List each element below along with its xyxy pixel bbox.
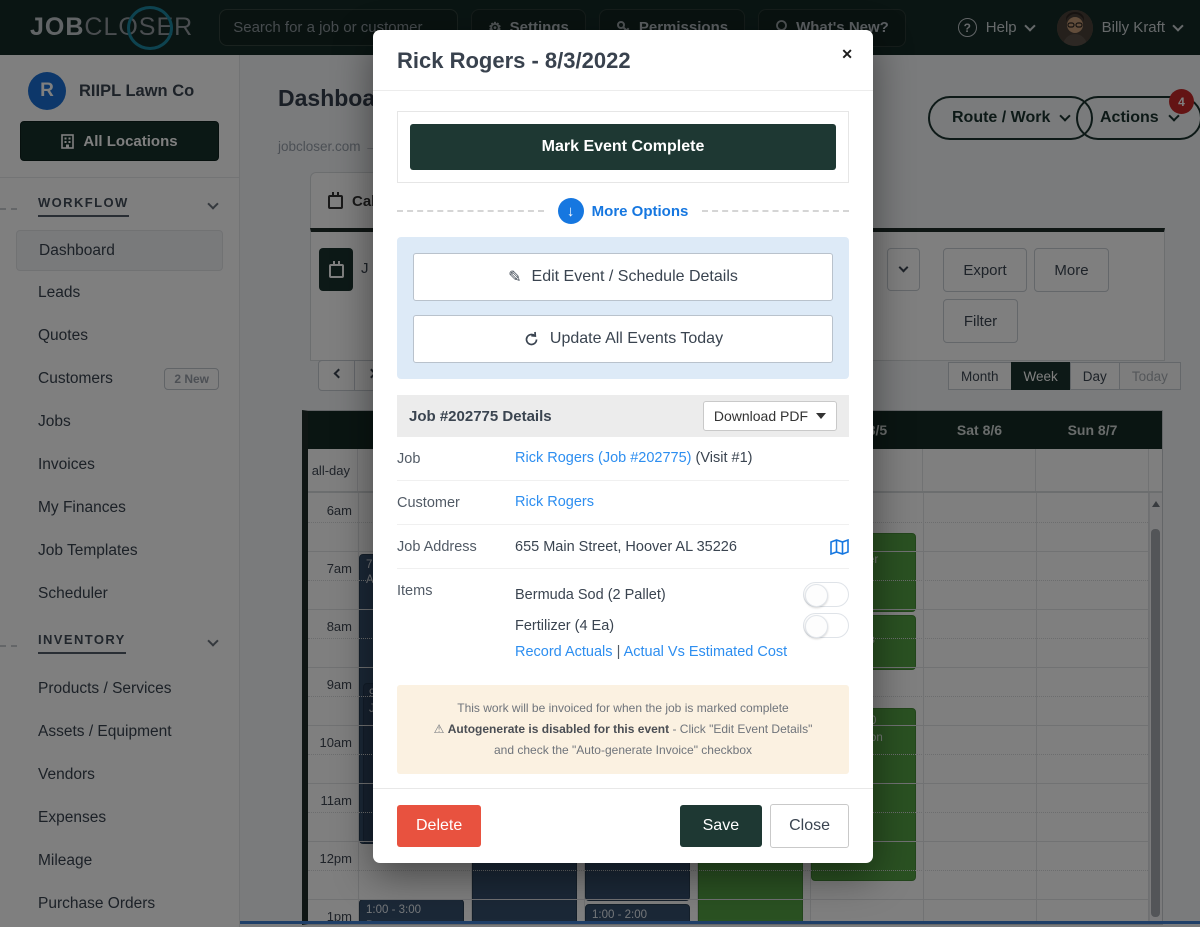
item-name: Bermuda Sod (2 Pallet) (515, 586, 666, 603)
row-label: Job (397, 451, 421, 467)
customer-link[interactable]: Rick Rogers (515, 494, 594, 510)
job-details-header: Job #202775 Details Download PDF (397, 395, 849, 437)
close-button[interactable]: Close (770, 804, 849, 848)
table-row: Job Address 655 Main Street, Hoover AL 3… (397, 525, 849, 569)
pencil-icon: ✎ (508, 269, 522, 286)
dashed-divider (702, 210, 850, 212)
job-link[interactable]: Rick Rogers (Job #202775) (515, 450, 692, 466)
warning-icon: ⚠ (433, 722, 445, 736)
refresh-icon (525, 331, 538, 345)
warning-line2: ⚠ Autogenerate is disabled for this even… (433, 722, 813, 757)
table-row: Customer Rick Rogers (397, 481, 849, 525)
record-actuals-link[interactable]: Record Actuals (515, 644, 613, 660)
row-label: Customer (397, 495, 460, 511)
item-toggle[interactable] (803, 613, 849, 638)
map-icon[interactable] (830, 538, 849, 555)
modal-title: Rick Rogers - 8/3/2022 (397, 48, 631, 73)
table-row: Items Bermuda Sod (2 Pallet) Fertilizer … (397, 569, 849, 673)
primary-action-box: Mark Event Complete (397, 111, 849, 183)
item-toggle[interactable] (803, 582, 849, 607)
update-all-events-button[interactable]: Update All Events Today (413, 315, 833, 363)
job-details-title: Job #202775 Details (409, 407, 552, 425)
save-button[interactable]: Save (679, 805, 763, 847)
invoice-warning: This work will be invoiced for when the … (397, 685, 849, 774)
mark-event-complete-button[interactable]: Mark Event Complete (410, 124, 836, 170)
job-address: 655 Main Street, Hoover AL 35226 (515, 538, 737, 555)
caret-down-icon (816, 413, 826, 419)
dashed-divider (397, 210, 544, 212)
warning-line1: This work will be invoiced for when the … (457, 701, 789, 715)
item-name: Fertilizer (4 Ea) (515, 617, 615, 634)
table-row: Job Rick Rogers (Job #202775) (Visit #1) (397, 437, 849, 481)
close-icon[interactable]: ✕ (841, 46, 853, 62)
event-modal: Rick Rogers - 8/3/2022 ✕ Mark Event Comp… (373, 30, 873, 863)
row-label: Items (397, 583, 433, 599)
actual-vs-estimated-link[interactable]: Actual Vs Estimated Cost (623, 644, 788, 660)
arrow-down-circle-icon: ↓ (557, 198, 584, 224)
job-details-table: Job Rick Rogers (Job #202775) (Visit #1)… (397, 437, 849, 673)
more-options-link[interactable]: ↓ More Options (557, 198, 688, 224)
download-pdf-button[interactable]: Download PDF (702, 401, 837, 431)
visit-number: (Visit #1) (691, 450, 753, 466)
delete-button[interactable]: Delete (397, 805, 482, 847)
edit-event-button[interactable]: ✎ Edit Event / Schedule Details (413, 253, 833, 301)
secondary-actions-panel: ✎ Edit Event / Schedule Details Update A… (397, 237, 849, 379)
row-label: Job Address (397, 539, 477, 555)
link-separator: | (616, 644, 621, 660)
